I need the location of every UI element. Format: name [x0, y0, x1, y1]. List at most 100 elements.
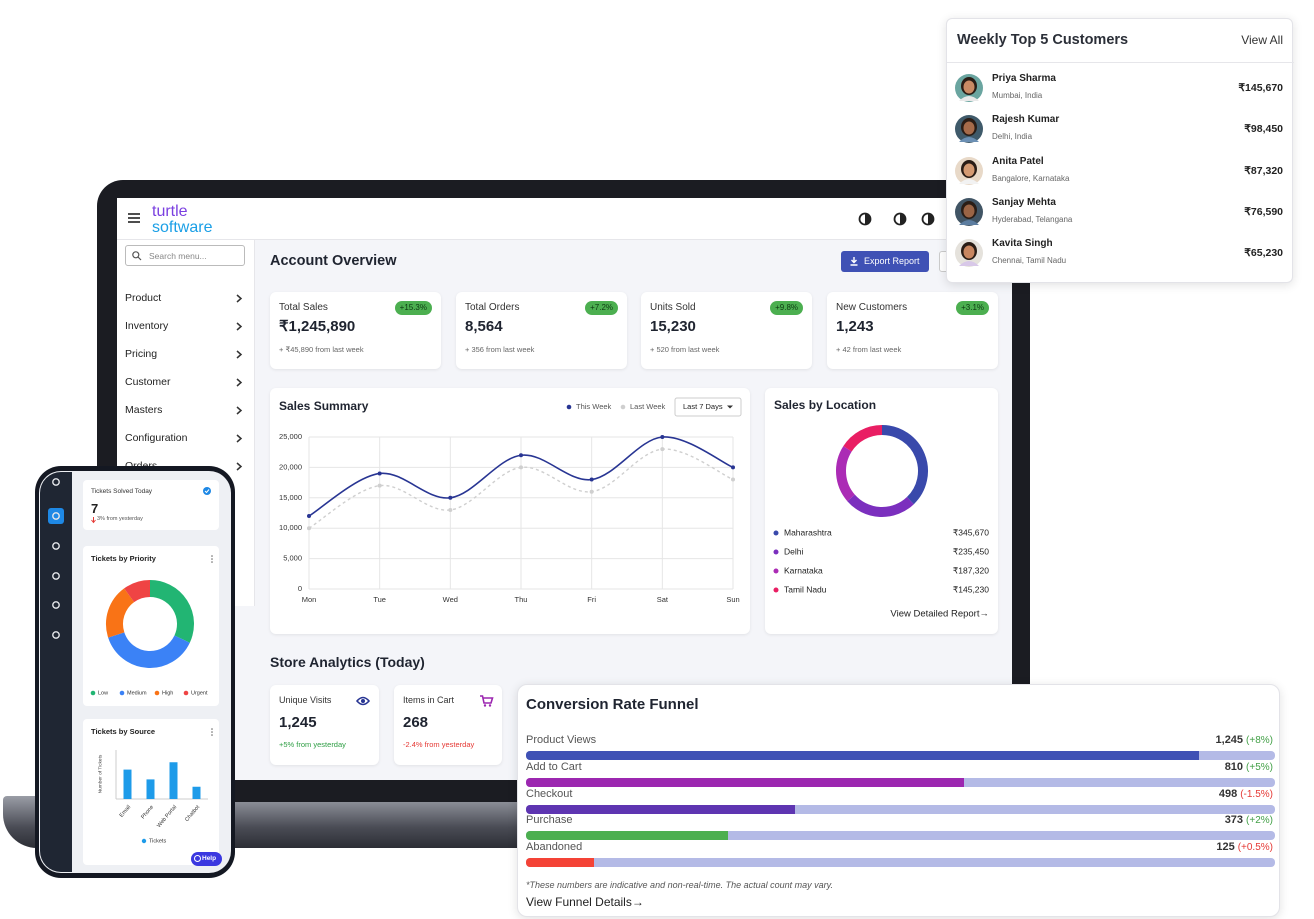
line-marker: [589, 489, 594, 494]
view-all-link[interactable]: View All: [1241, 33, 1283, 47]
icon-shape: [236, 462, 243, 471]
x-tick-label: Email: [119, 804, 132, 818]
value-label: ₹145,230: [953, 584, 989, 594]
store-card-label: Items in Cart: [403, 695, 455, 705]
icon-shape: [355, 696, 371, 706]
kpi-card: Units Sold +9.8% 15,230 + 520 from last wee…: [641, 292, 812, 369]
menu-item[interactable]: Customer: [125, 376, 171, 388]
icon-shape: [132, 251, 140, 259]
icon-shape: [236, 294, 243, 303]
avatar-face: [963, 245, 975, 259]
legend-label: Tickets: [149, 838, 166, 844]
donut-segment: [149, 580, 194, 643]
legend-marker: [154, 690, 160, 696]
app-header: [117, 198, 1012, 240]
funnel-value: 810 (+5%): [1225, 761, 1273, 773]
avatar-body: [959, 178, 979, 184]
icon-shape: [52, 542, 60, 550]
card-title: Conversion Rate Funnel: [526, 696, 699, 713]
export-button[interactable]: Export Report: [841, 251, 929, 272]
help-button[interactable]: Help: [191, 852, 222, 866]
tickets-source-card: Tickets by Source Number of Tickets Email P…: [83, 719, 219, 865]
chart-title: Sales by Location: [774, 398, 876, 412]
funnel-link[interactable]: View Funnel Details→: [526, 895, 644, 909]
kpi-badge: +7.2%: [585, 301, 618, 315]
value-label: ₹345,670: [953, 527, 989, 537]
store-card-icon: [480, 695, 494, 707]
header-icon: [858, 212, 872, 226]
line-marker: [448, 507, 453, 512]
customer-location: Bangalore, Karnataka: [992, 173, 1070, 183]
store-card-note: -2.4% from yesterday: [403, 740, 475, 749]
logo-text: turtle: [152, 203, 188, 220]
legend-label: Maharashtra: [784, 527, 832, 537]
search-box[interactable]: Search menu...: [125, 245, 245, 266]
sales-summary-chart: Sales Summary 0 5,000 10,000 15,000 20,000 25,…: [279, 397, 742, 604]
funnel-track: [526, 858, 1275, 868]
avatar-body: [959, 261, 979, 267]
filter-dropdown[interactable]: [674, 397, 742, 417]
menu-item[interactable]: Product: [125, 292, 162, 304]
funnel-note: *These numbers are indicative and non-re…: [526, 880, 833, 890]
donut-segment: [836, 446, 856, 502]
donut-segment: [847, 494, 914, 517]
avatar-face: [963, 80, 975, 94]
view-report-link[interactable]: View Detailed Report→: [890, 609, 989, 620]
help-button-label: Help: [202, 855, 217, 862]
legend-label: Karnataka: [784, 565, 823, 575]
avatar-face: [963, 204, 975, 218]
chevron-icon: [236, 462, 243, 471]
legend-label: Last Week: [630, 402, 666, 411]
chart-title: Sales Summary: [279, 399, 369, 413]
legend-marker: [119, 690, 125, 696]
donut-segment: [108, 631, 190, 668]
icon-shape: [52, 478, 60, 486]
funnel-label: Product Views: [526, 734, 597, 746]
value-label: ₹235,450: [953, 546, 989, 556]
menu-item[interactable]: Configuration: [125, 432, 188, 444]
kpi-note: + ₹45,890 from last week: [279, 345, 364, 354]
header-icon: [921, 212, 935, 226]
line-marker: [448, 495, 453, 500]
more-icon: [211, 734, 213, 736]
donut-segment: [106, 588, 135, 638]
kpi-label: Units Sold: [650, 302, 696, 313]
funnel-label: Checkout: [526, 787, 573, 800]
funnel-label: Add to Cart: [526, 760, 582, 773]
customer-amount: ₹145,670: [1238, 82, 1283, 94]
menu-toggle-icon: [128, 213, 140, 223]
y-tick-label: 5,000: [283, 554, 302, 563]
customer-location: Delhi, India: [992, 132, 1033, 142]
chevron-icon: [236, 406, 243, 415]
more-icon: [211, 561, 213, 563]
store-card-value: 1,245: [279, 714, 317, 731]
funnel-track: [526, 804, 1275, 814]
kpi-label: New Customers: [836, 302, 908, 313]
funnel-change: (+5%): [1246, 761, 1273, 773]
store-card: Items in Cart 268 -2.4% from yesterday: [394, 685, 502, 765]
menu-item[interactable]: Masters: [125, 404, 163, 416]
kpi-note: + 42 from last week: [836, 345, 902, 354]
menu-item[interactable]: Inventory: [125, 320, 169, 332]
location-chart: Sales by Location Maharashtra ₹345,670 Delh…: [773, 398, 989, 620]
funnel-value-label: 373: [1224, 814, 1244, 827]
help-icon: [194, 855, 201, 862]
menu-item[interactable]: Pricing: [125, 348, 158, 360]
chart-title: Tickets by Source: [91, 727, 155, 736]
nav-icon: [52, 572, 60, 580]
icon-shape: [52, 512, 60, 520]
customer-amount: ₹76,590: [1244, 205, 1283, 218]
priority-chart: Tickets by Priority Low Medium High Urgent: [90, 554, 213, 696]
x-tick-label: Tue: [373, 595, 386, 604]
store-card-icon: [355, 696, 371, 706]
legend-label: High: [162, 690, 173, 696]
card-label: Tickets Solved Today: [91, 488, 153, 495]
nav-icon: [52, 512, 60, 520]
nav-icon: [52, 601, 60, 609]
bar: [146, 779, 155, 799]
kpi-card: Total Orders +7.2% 8,564 + 356 from last we…: [456, 292, 627, 369]
icon-shape: [236, 322, 243, 331]
kpi-card: New Customers +3.1% 1,243 + 42 from last we…: [827, 292, 998, 369]
dropdown-caret: [727, 405, 733, 409]
